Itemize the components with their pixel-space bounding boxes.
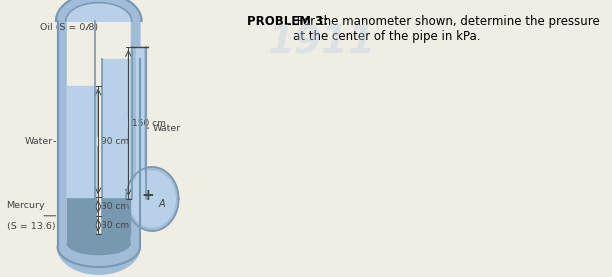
Text: Oil (S = 0.8): Oil (S = 0.8) xyxy=(40,23,98,32)
Polygon shape xyxy=(66,2,132,21)
Text: Mercury: Mercury xyxy=(7,201,45,210)
Text: 90 cm: 90 cm xyxy=(102,137,130,146)
Text: (S = 13.6): (S = 13.6) xyxy=(7,222,55,231)
Text: 30 cm: 30 cm xyxy=(102,202,130,211)
Polygon shape xyxy=(67,234,130,254)
Text: PROBLEM 3:: PROBLEM 3: xyxy=(247,15,328,28)
Text: For the manometer shown, determine the pressure
at the center of the pipe in kPa: For the manometer shown, determine the p… xyxy=(293,15,600,43)
Polygon shape xyxy=(56,0,141,274)
Text: Water: Water xyxy=(24,137,53,146)
Polygon shape xyxy=(66,2,132,254)
Text: A: A xyxy=(159,199,165,209)
Polygon shape xyxy=(126,167,179,231)
Text: 30 cm: 30 cm xyxy=(102,220,130,230)
Polygon shape xyxy=(129,171,175,227)
Text: Water: Water xyxy=(153,124,181,133)
Text: 1911: 1911 xyxy=(267,23,375,61)
Text: +: + xyxy=(142,189,154,204)
Text: 150 cm: 150 cm xyxy=(132,119,166,127)
